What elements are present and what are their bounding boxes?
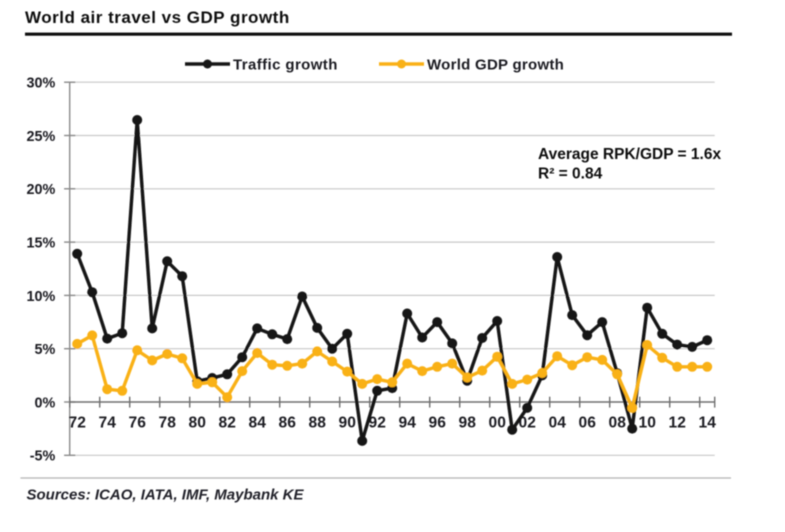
svg-text:82: 82 xyxy=(219,415,237,432)
svg-text:30%: 30% xyxy=(26,76,55,92)
svg-text:94: 94 xyxy=(399,415,417,432)
svg-text:15%: 15% xyxy=(26,236,55,252)
svg-text:84: 84 xyxy=(249,415,267,432)
svg-text:20%: 20% xyxy=(26,182,55,198)
svg-text:06: 06 xyxy=(579,415,597,432)
svg-text:25%: 25% xyxy=(26,129,55,145)
svg-text:74: 74 xyxy=(99,415,117,432)
svg-text:76: 76 xyxy=(129,415,147,432)
svg-text:10%: 10% xyxy=(26,289,55,305)
svg-text:R² = 0.84: R² = 0.84 xyxy=(538,166,603,183)
svg-text:00: 00 xyxy=(489,415,507,432)
svg-text:12: 12 xyxy=(669,415,687,432)
svg-text:04: 04 xyxy=(549,415,567,432)
svg-text:78: 78 xyxy=(159,415,177,432)
svg-text:5%: 5% xyxy=(34,342,55,358)
svg-text:0%: 0% xyxy=(34,395,55,411)
svg-text:02: 02 xyxy=(519,415,537,432)
svg-text:96: 96 xyxy=(429,415,447,432)
svg-text:72: 72 xyxy=(69,415,87,432)
svg-text:80: 80 xyxy=(189,415,207,432)
svg-text:14: 14 xyxy=(699,415,717,432)
svg-text:World air travel vs GDP growth: World air travel vs GDP growth xyxy=(25,8,290,27)
svg-text:88: 88 xyxy=(309,415,327,432)
svg-text:08: 08 xyxy=(609,415,627,432)
svg-text:98: 98 xyxy=(459,415,477,432)
svg-text:86: 86 xyxy=(279,415,297,432)
svg-text:World GDP growth: World GDP growth xyxy=(427,57,564,74)
svg-text:10: 10 xyxy=(639,415,657,432)
svg-text:Traffic growth: Traffic growth xyxy=(233,57,338,74)
svg-text:Average RPK/GDP = 1.6x: Average RPK/GDP = 1.6x xyxy=(538,146,721,163)
svg-text:90: 90 xyxy=(339,415,357,432)
svg-text:92: 92 xyxy=(369,415,387,432)
svg-text:Sources: ICAO, IATA, IMF, Mayb: Sources: ICAO, IATA, IMF, Maybank KE xyxy=(27,487,305,504)
svg-text:-5%: -5% xyxy=(30,449,56,465)
